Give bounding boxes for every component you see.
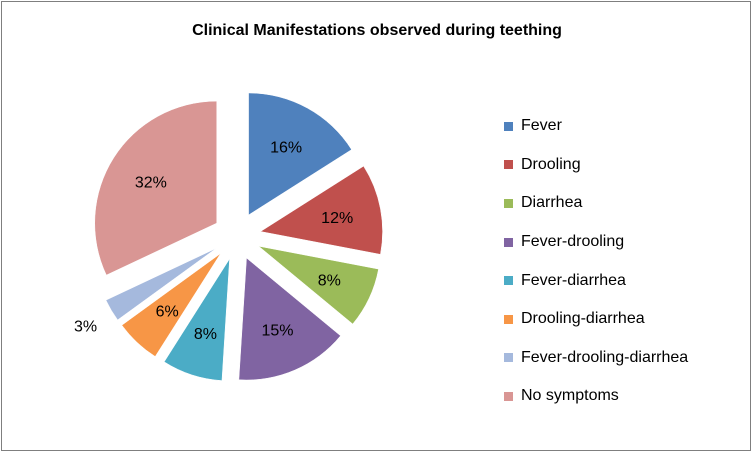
- legend-item: No symptoms: [504, 377, 688, 416]
- pie-slice-diarrhea: [258, 245, 379, 325]
- pie-slice-drooling: [259, 165, 383, 255]
- legend-label: Diarrhea: [521, 194, 583, 212]
- pie-slice-fever-drooling-diarrhea: [105, 247, 217, 321]
- data-label: 32%: [135, 174, 167, 191]
- legend-swatch: [504, 237, 513, 247]
- legend-label: Fever-drooling: [521, 233, 625, 251]
- legend-label: Fever-drooling-diarrhea: [521, 348, 689, 366]
- legend-item: Fever-drooling: [504, 223, 688, 262]
- legend-swatch: [504, 391, 513, 401]
- pie-slice-fever: [248, 92, 352, 216]
- legend-swatch: [504, 121, 513, 131]
- legend-label: Drooling-diarrhea: [521, 310, 645, 328]
- pie-slice-fever-drooling: [238, 257, 341, 381]
- legend-swatch: [504, 314, 513, 324]
- pie-slice-no-symptoms: [94, 100, 217, 276]
- legend-swatch: [504, 160, 513, 170]
- legend-item: Fever-diarrhea: [504, 261, 688, 300]
- pie-slice-drooling-diarrhea: [121, 253, 221, 357]
- data-label: 6%: [156, 303, 179, 320]
- data-label: 16%: [270, 140, 302, 157]
- data-label: 3%: [74, 319, 97, 336]
- legend-item: Drooling: [504, 146, 688, 185]
- data-label: 8%: [318, 272, 341, 289]
- legend-item: Fever: [504, 107, 688, 146]
- legend-label: Drooling: [521, 155, 581, 173]
- data-label: 12%: [321, 210, 353, 227]
- data-label: 8%: [194, 326, 217, 343]
- legend-label: Fever: [521, 117, 562, 135]
- legend-swatch: [504, 353, 513, 363]
- legend-label: Fever-diarrhea: [521, 271, 626, 289]
- legend-swatch: [504, 276, 513, 286]
- legend-item: Diarrhea: [504, 184, 688, 223]
- pie-slice-fever-diarrhea: [163, 258, 230, 381]
- legend-item: Drooling-diarrhea: [504, 300, 688, 339]
- chart-legend: Fever Drooling Diarrhea Fever-drooling Fever…: [504, 107, 688, 416]
- chart-title: Clinical Manifestations observed during …: [192, 22, 562, 39]
- legend-swatch: [504, 198, 513, 208]
- legend-item: Fever-drooling-diarrhea: [504, 339, 688, 378]
- legend-label: No symptoms: [521, 387, 619, 405]
- data-label: 15%: [261, 323, 293, 340]
